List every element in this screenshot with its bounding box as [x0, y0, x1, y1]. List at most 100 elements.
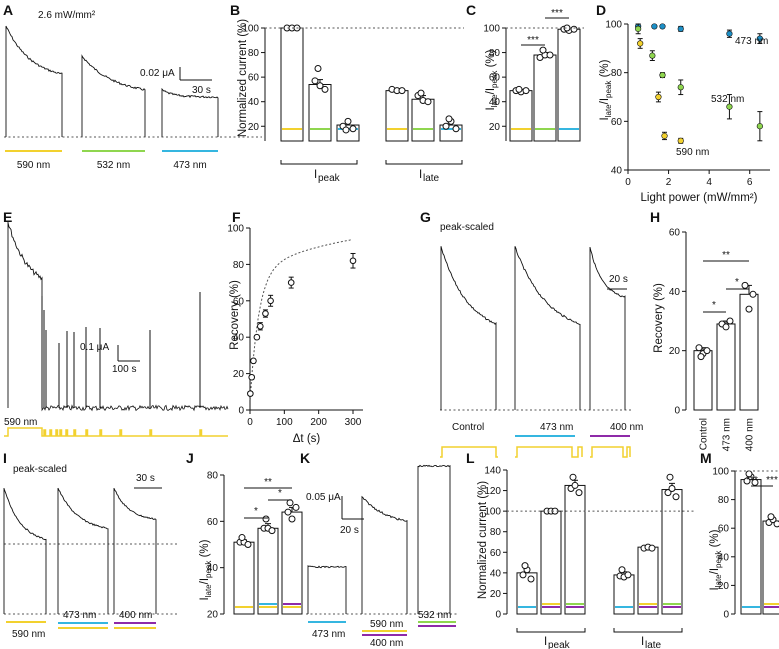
sig-stars-H3: * [735, 277, 739, 288]
ylabel-H: Recovery (%) [653, 283, 665, 353]
group2-sub-L: late [645, 640, 662, 649]
datapoint-F [253, 333, 261, 341]
y-tick-label-H: 20 [669, 346, 681, 357]
datapoint-L [664, 489, 672, 497]
datapoint-L [575, 489, 583, 497]
y-tick-label-L: 140 [484, 466, 501, 477]
datapoint-J [244, 541, 252, 548]
datapoint-532-nm-D [756, 123, 763, 130]
y-tick-label-C: 40 [489, 97, 501, 108]
x-tick-label-H: Control [699, 418, 710, 450]
bar-L [564, 484, 586, 615]
panel-label-L: L [466, 450, 475, 466]
scale-y-A: 0.02 μA [140, 68, 175, 79]
stim-trace-400-G [590, 446, 631, 458]
datapoint-L [527, 575, 535, 583]
datapoint-L [571, 481, 579, 489]
bar-M [740, 479, 762, 615]
datapoint-B [314, 65, 322, 73]
sig-stars-C1: *** [527, 35, 539, 46]
y-tick-label-J: 40 [207, 563, 219, 574]
sig-stars-M2: *** [766, 475, 778, 486]
y-tick-label-D: 80 [611, 68, 623, 79]
datapoint-F [349, 257, 357, 265]
bar-C [557, 28, 581, 142]
group2-L: I [641, 636, 644, 648]
datapoint-B [316, 82, 324, 90]
bar-B [385, 90, 409, 142]
stim-trace-473-G [515, 446, 583, 458]
trace-532-K [417, 464, 451, 614]
datapoint-M [751, 478, 759, 486]
y-tick-label-M: 80 [718, 495, 730, 506]
datapoint-C [546, 51, 554, 59]
y-tick-label-H: 60 [669, 228, 681, 239]
bracket-peak-L [516, 628, 586, 633]
datapoint-F [267, 297, 274, 305]
scale-x-G: 20 s [609, 274, 628, 285]
ylabel-F: Recovery (%) [229, 280, 241, 350]
datapoint-L [624, 571, 632, 579]
stim-label-A-0: 590 nm [17, 160, 50, 171]
panel-label-F: F [232, 209, 241, 225]
label-532-K: 532 nm [418, 610, 451, 621]
label-473-K: 473 nm [312, 629, 345, 640]
panel-label-G: G [420, 209, 431, 225]
datapoint-L [666, 473, 674, 481]
stim-label-A-1: 532 nm [97, 160, 130, 171]
datapoint-M [767, 513, 775, 521]
y-tick-label-J: 80 [207, 471, 219, 482]
y-tick-label-B: 40 [248, 97, 260, 108]
datapoint-473-nm-D [726, 30, 733, 37]
stim-trace-E [4, 427, 228, 437]
x-tick-label-D: 0 [625, 177, 631, 188]
bracket-late-B [385, 160, 463, 165]
y-tick-label-B: 60 [248, 73, 260, 84]
trace-400-G [589, 247, 626, 410]
datapoint-590-nm-D [677, 137, 684, 144]
fit-curve-F [249, 239, 353, 401]
ylabel-J: Ilate/Ipeak (%) [199, 539, 213, 600]
label-590-I: 590 nm [12, 629, 45, 640]
datapoint-B [321, 85, 329, 93]
ylabel-B: Normalized current (%) [237, 19, 249, 137]
bar-M [762, 520, 779, 615]
sig-stars-J3: * [278, 488, 282, 499]
panel-label-K: K [300, 450, 310, 466]
datapoint-J [238, 534, 246, 542]
scale-x-I: 30 s [136, 473, 155, 484]
sig-stars-J2: * [254, 506, 258, 517]
datapoint-M [773, 520, 779, 528]
datapoint-B [452, 125, 460, 133]
y-tick-label-F: 80 [233, 260, 245, 271]
datapoint-J [262, 515, 270, 523]
datapoint-B [311, 77, 319, 85]
datapoint-532-nm-D [635, 25, 642, 32]
datapoint-B [342, 126, 350, 134]
xlabel-D: Light power (mW/mm²) [641, 192, 758, 204]
y-tick-label-D: 40 [611, 166, 623, 177]
datapoint-L [521, 562, 529, 570]
datapoint-H [722, 323, 730, 331]
bar-L [613, 574, 635, 615]
ylabel-L: Normalized current (%) [477, 481, 489, 599]
y-tick-label-D: 100 [605, 20, 622, 31]
x-tick-label-D: 4 [706, 177, 712, 188]
y-tick-label-J: 20 [207, 610, 219, 621]
panel-label-I: I [3, 450, 7, 466]
group2-sub-B: late [423, 173, 440, 184]
datapoint-B [445, 115, 453, 123]
datapoint-473-nm-D [677, 25, 684, 32]
y-tick-label-L: 100 [484, 507, 501, 518]
sig-stars-M1: *** [746, 475, 758, 486]
datapoint-J [286, 499, 294, 507]
scale-x-A: 30 s [192, 85, 211, 96]
x-tick-label-H: 400 nm [745, 418, 756, 451]
group1-sub-B: peak [318, 173, 341, 184]
datapoint-H [741, 281, 749, 289]
datapoint-H [703, 347, 711, 355]
datapoint-J [292, 503, 300, 511]
xlabel-F: Δt (s) [293, 433, 321, 445]
trace-590-A [5, 25, 63, 137]
